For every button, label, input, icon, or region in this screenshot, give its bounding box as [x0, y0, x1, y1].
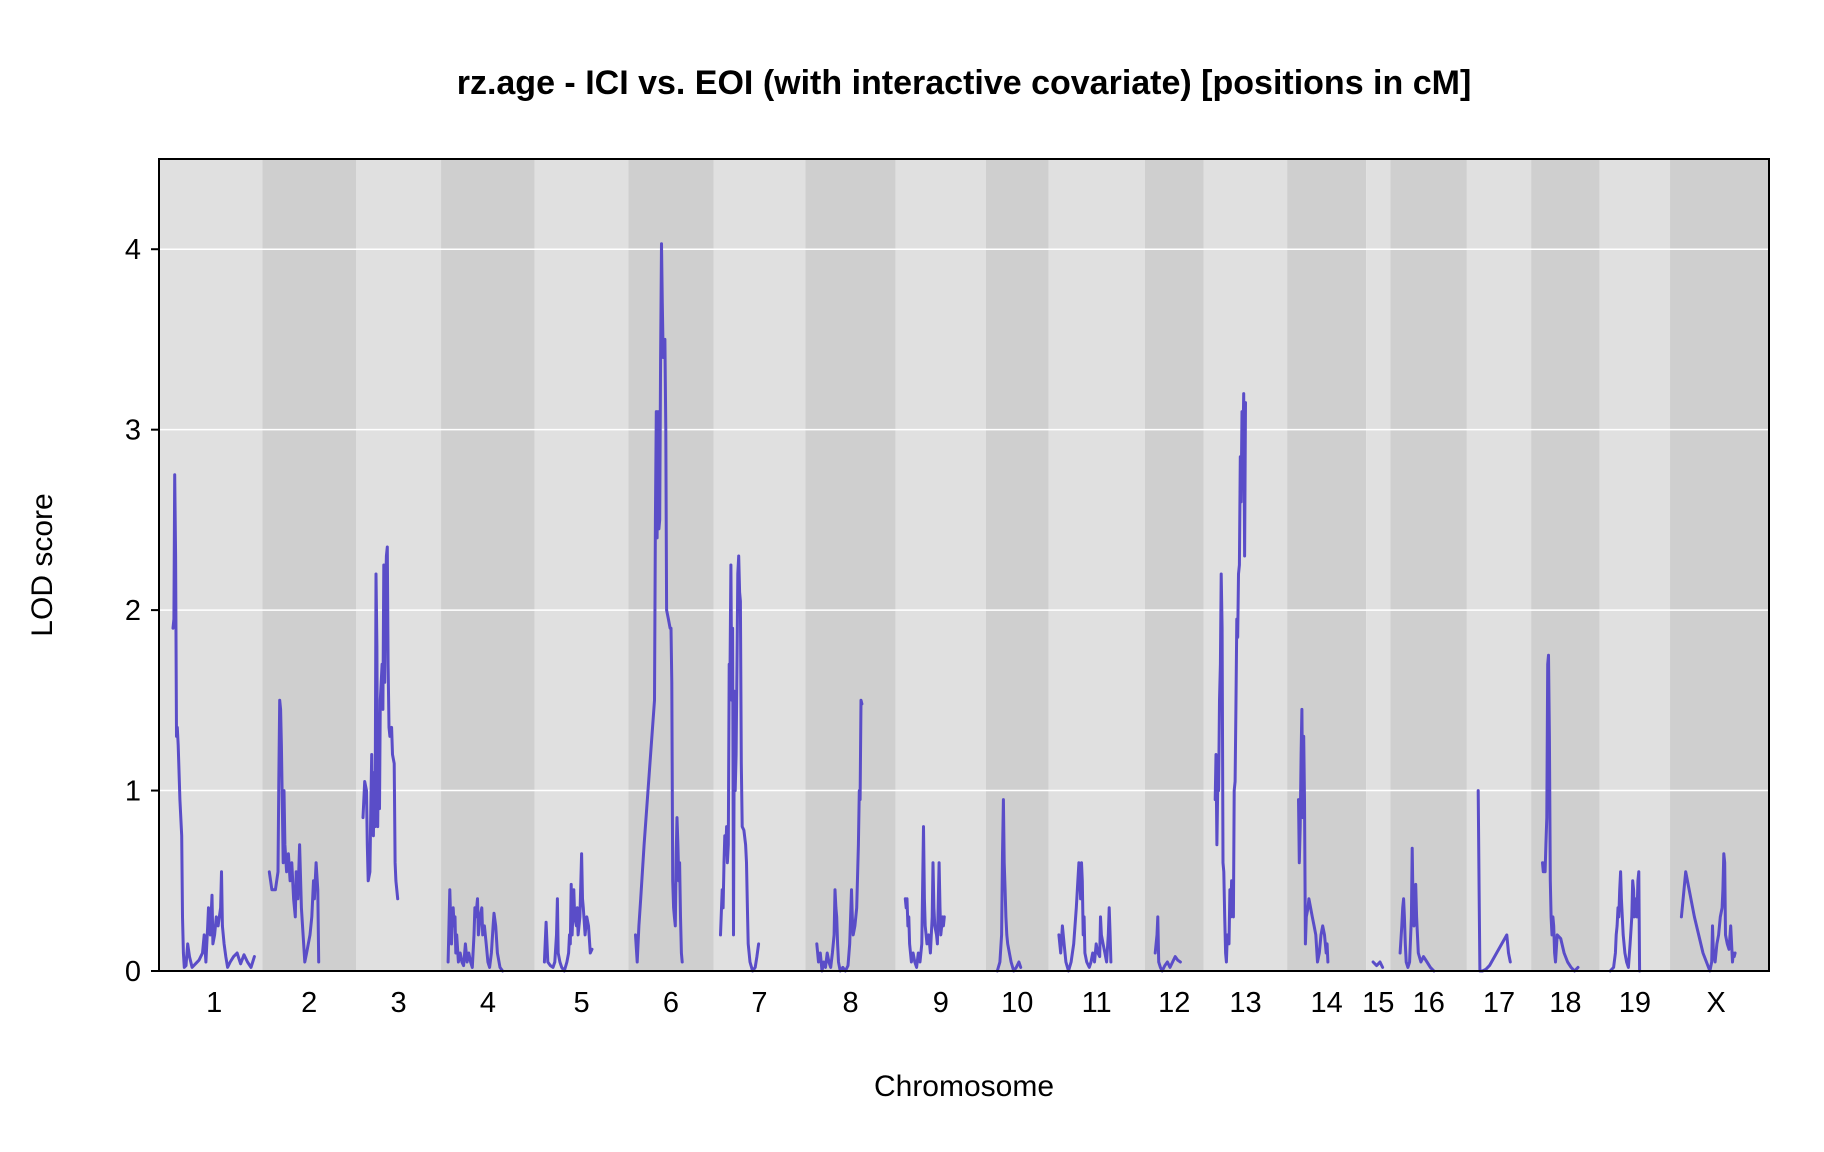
- lod-series-chr-8: [815, 698, 864, 973]
- y-tick-label-0: 0: [125, 956, 141, 988]
- plot-frame: [158, 158, 1770, 972]
- lod-curve: [171, 242, 1737, 973]
- chromosome-band-8: [805, 159, 896, 971]
- lod-series-chr-13: [1213, 392, 1247, 964]
- y-tick-label-2: 2: [125, 595, 141, 627]
- x-tick-label-chr-1: 1: [206, 987, 222, 1019]
- chromosome-band-5: [534, 159, 629, 971]
- lod-series-chr-19: [1608, 870, 1642, 973]
- chromosome-band-4: [441, 159, 535, 971]
- chromosome-band-18: [1531, 159, 1600, 971]
- y-axis-ticks: 0 1 2 3 4: [125, 234, 159, 988]
- x-tick-label-chr-10: 10: [1001, 987, 1033, 1019]
- chromosome-band-9: [895, 159, 986, 971]
- lod-series-chr-12: [1153, 915, 1182, 973]
- gridlines: [159, 248, 1769, 792]
- lod-series-chr-14: [1297, 707, 1330, 964]
- chromosome-band-12: [1144, 159, 1204, 971]
- chromosome-band-19: [1599, 159, 1671, 971]
- lod-series-chr-11: [1057, 861, 1113, 973]
- x-tick-label-chr-4: 4: [480, 987, 496, 1019]
- y-axis-label: LOD score: [26, 493, 59, 636]
- x-tick-label-chr-2: 2: [301, 987, 317, 1019]
- chromosome-band-6: [628, 159, 714, 971]
- x-tick-label-chr-16: 16: [1413, 987, 1445, 1019]
- lod-series-chr-15: [1371, 960, 1385, 969]
- x-tick-label-chr-7: 7: [751, 987, 767, 1019]
- lod-series-chr-2: [267, 698, 321, 964]
- x-tick-label-chr-15: 15: [1362, 987, 1394, 1019]
- x-tick-label-chr-12: 12: [1158, 987, 1190, 1019]
- chromosome-band-15: [1366, 159, 1391, 971]
- chart-title: rz.age - ICI vs. EOI (with interactive c…: [457, 64, 1472, 102]
- chromosome-band-X: [1670, 159, 1769, 971]
- x-tick-label-chr-17: 17: [1483, 987, 1515, 1019]
- lod-series-chr-18: [1541, 653, 1580, 973]
- x-tick-label-chr-11: 11: [1082, 987, 1112, 1019]
- lod-series-chr-9: [903, 825, 946, 969]
- x-tick-label-chr-3: 3: [390, 987, 406, 1019]
- chromosome-band-16: [1390, 159, 1467, 971]
- x-tick-label-chr-X: X: [1706, 987, 1725, 1019]
- lod-series-chr-3: [361, 545, 400, 901]
- lod-series-chr-1: [171, 473, 256, 969]
- chromosome-band-17: [1466, 159, 1532, 971]
- x-tick-label-chr-19: 19: [1619, 987, 1651, 1019]
- chromosome-band-11: [1048, 159, 1145, 971]
- chromosome-bands: [159, 159, 1769, 971]
- x-tick-label-chr-5: 5: [574, 987, 590, 1019]
- lod-series-chr-17: [1476, 789, 1512, 973]
- lod-series-chr-4: [446, 888, 505, 973]
- chromosome-band-2: [262, 159, 357, 971]
- y-tick-label-1: 1: [125, 776, 141, 808]
- chromosome-band-10: [985, 159, 1049, 971]
- x-tick-label-chr-6: 6: [663, 987, 679, 1019]
- lod-series-chr-5: [542, 852, 594, 973]
- lod-series-chr-10: [995, 798, 1023, 973]
- lod-series-chr-16: [1398, 846, 1436, 973]
- y-tick-label-4: 4: [125, 234, 141, 266]
- x-tick-label-chr-9: 9: [933, 987, 949, 1019]
- x-tick-label-chr-18: 18: [1549, 987, 1581, 1019]
- x-axis-ticks: 1 2 3 4 5 6 7 8 9 10 11 12 13 14 15 16 17 18 19 X: [206, 987, 1726, 1019]
- lod-series-chr-6: [634, 242, 684, 964]
- lod-series-chr-7: [719, 554, 761, 973]
- y-tick-label-3: 3: [125, 415, 141, 447]
- x-tick-label-chr-13: 13: [1229, 987, 1261, 1019]
- x-tick-label-chr-14: 14: [1310, 987, 1342, 1019]
- x-tick-label-chr-8: 8: [843, 987, 859, 1019]
- chromosome-band-13: [1203, 159, 1288, 971]
- x-axis-label: Chromosome: [874, 1070, 1054, 1103]
